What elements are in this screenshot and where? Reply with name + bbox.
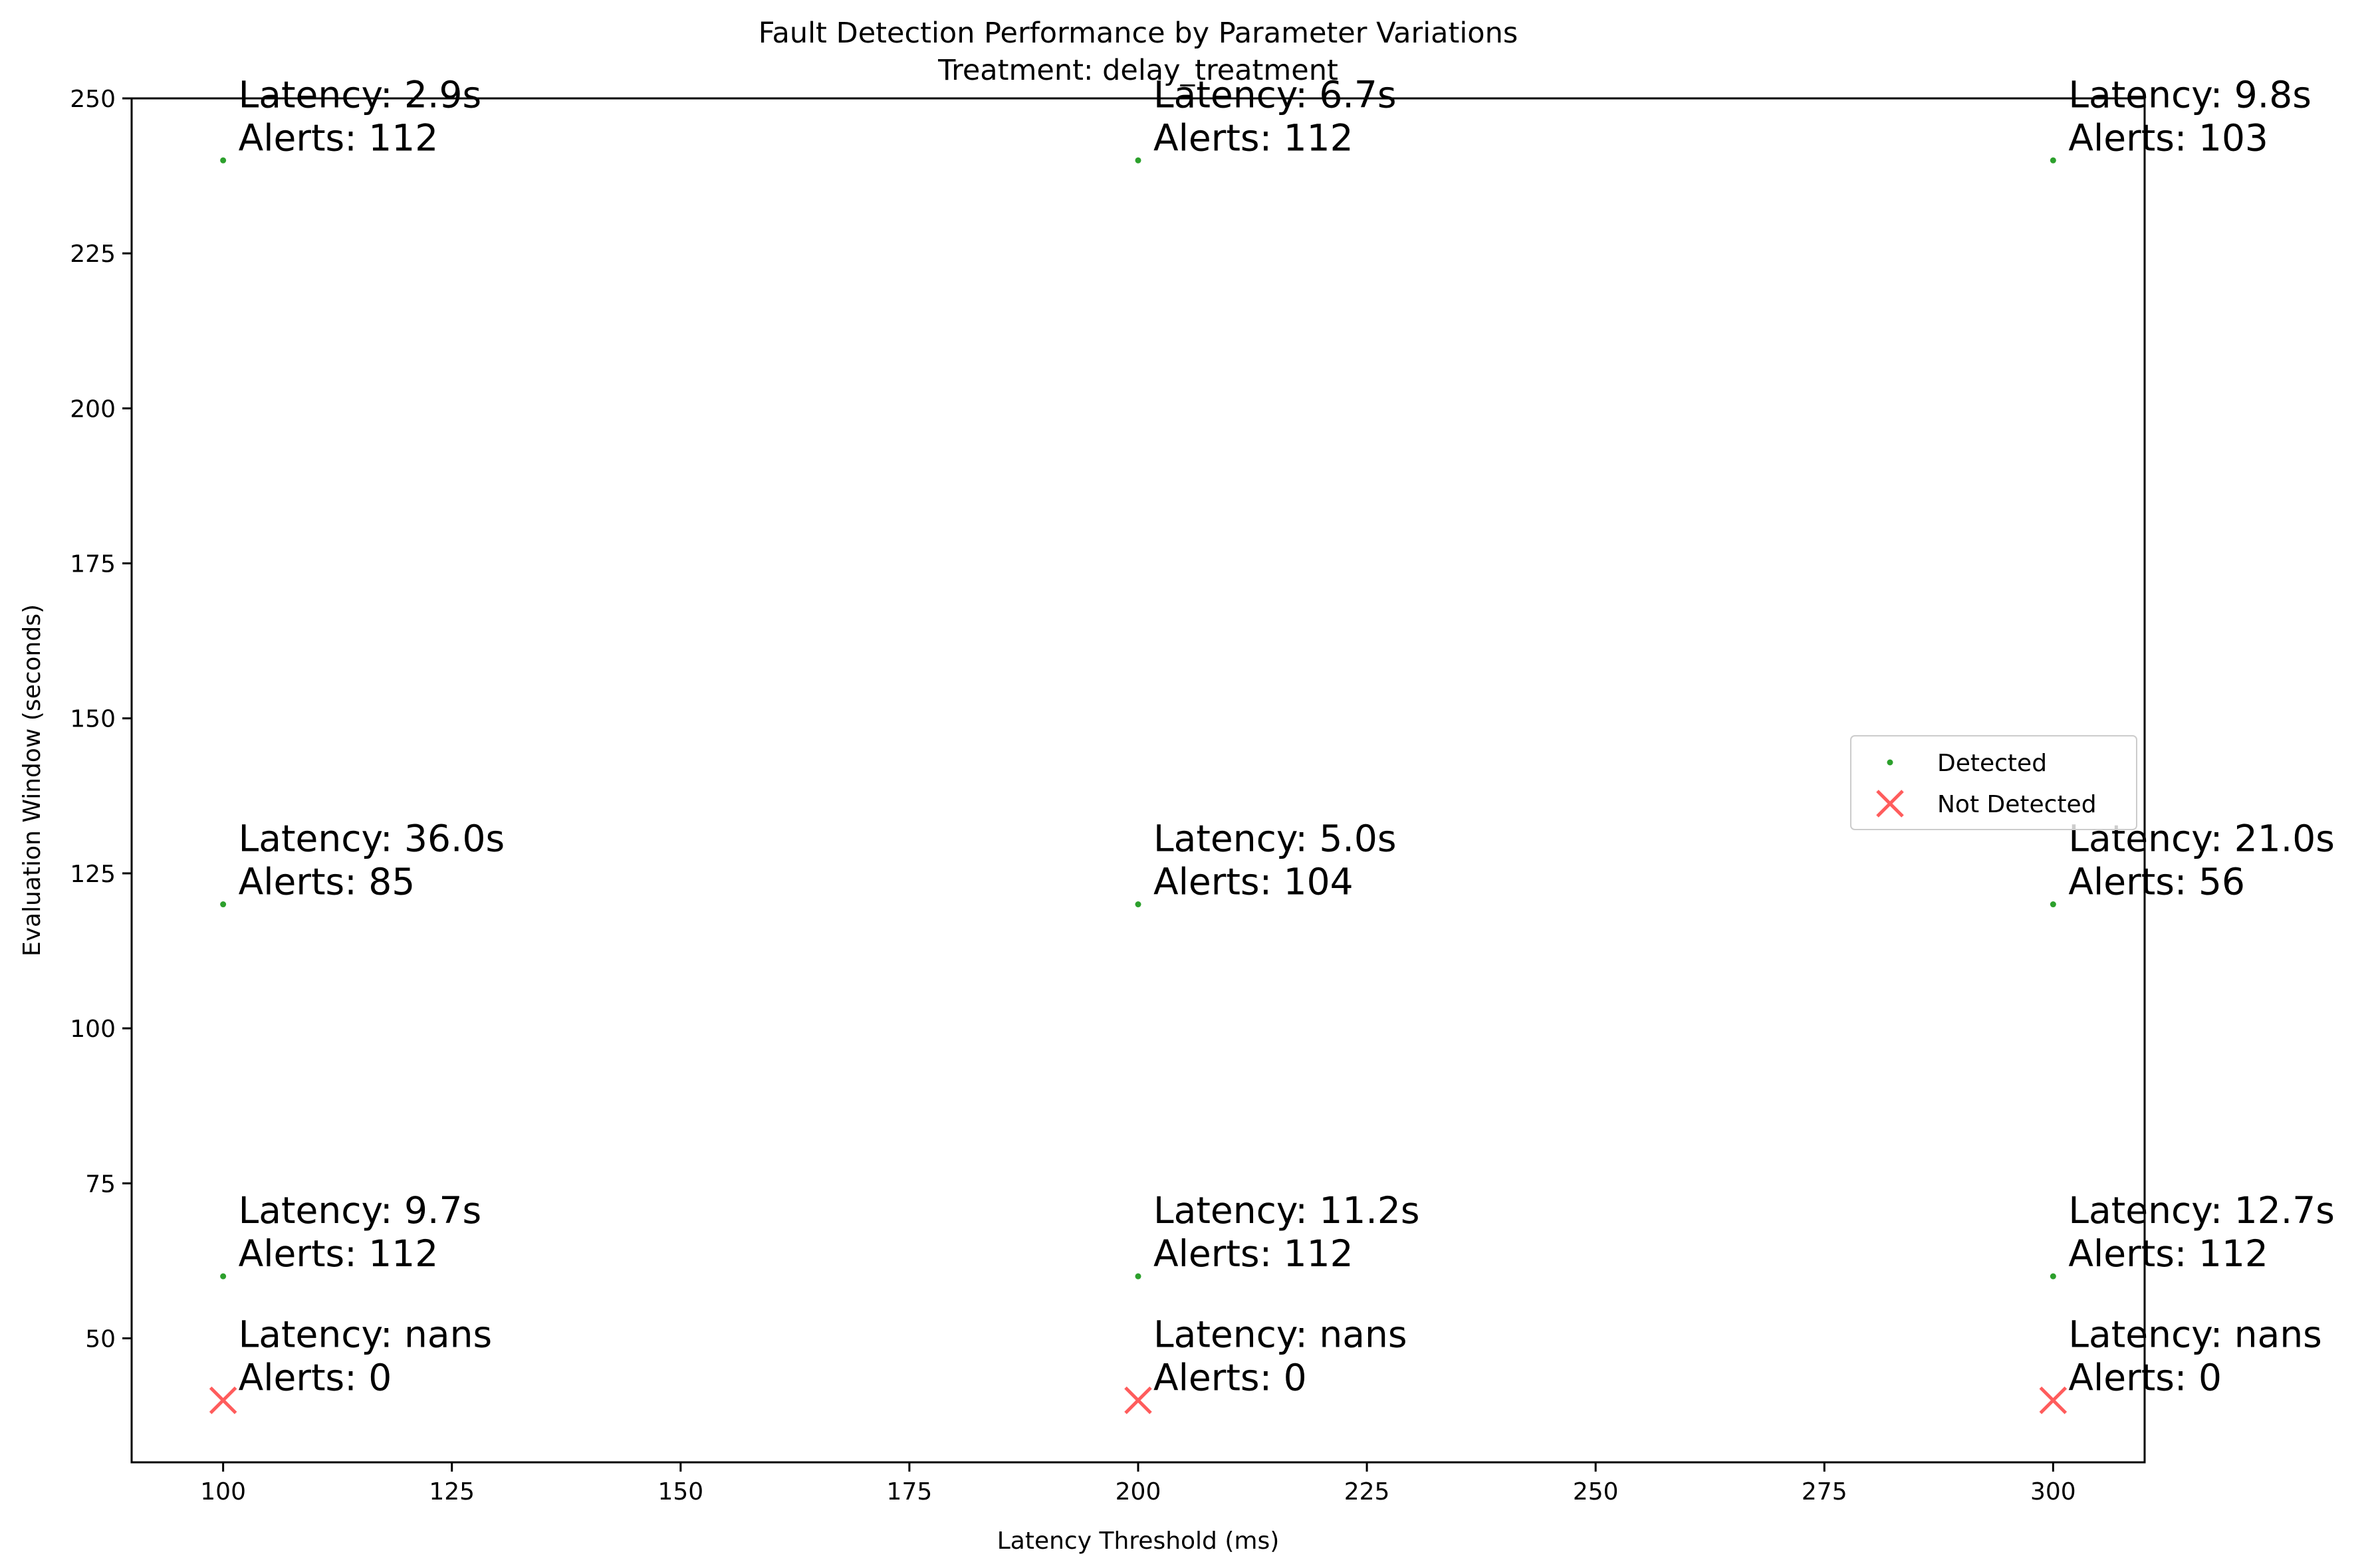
point-alerts-label: Alerts: 104 <box>1153 861 1354 903</box>
y-axis-label: Evaluation Window (seconds) <box>19 604 46 956</box>
point-alerts-label: Alerts: 56 <box>2068 861 2245 903</box>
y-tick-label: 250 <box>70 86 116 113</box>
x-axis-label: Latency Threshold (ms) <box>997 1527 1280 1555</box>
detected-point <box>220 1273 227 1280</box>
point-alerts-label: Alerts: 112 <box>1153 116 1354 159</box>
y-tick-label: 75 <box>85 1171 116 1198</box>
point-latency-label: Latency: 5.0s <box>1153 818 1397 860</box>
not-detected-point <box>2039 1386 2068 1414</box>
detected-point <box>2050 157 2056 164</box>
chart-title: Fault Detection Performance by Parameter… <box>759 17 1518 50</box>
x-tick-label: 150 <box>657 1478 703 1506</box>
point-alerts-label: Alerts: 103 <box>2068 116 2268 159</box>
point-latency-label: Latency: 12.7s <box>2068 1189 2335 1232</box>
y-tick-label: 175 <box>70 551 116 578</box>
legend: Detected Not Detected <box>1850 735 2137 830</box>
point-latency-label: Latency: 6.7s <box>1153 73 1397 116</box>
legend-detected-marker <box>1887 759 1893 766</box>
x-tick-label: 100 <box>200 1478 246 1506</box>
point-latency-label: Latency: 11.2s <box>1153 1189 1420 1232</box>
point-alerts-label: Alerts: 112 <box>2068 1232 2268 1275</box>
point-latency-label: Latency: nans <box>1153 1313 1407 1356</box>
x-tick-label: 125 <box>429 1478 475 1506</box>
y-tick-label: 125 <box>70 861 116 888</box>
point-latency-label: Latency: nans <box>2068 1313 2321 1356</box>
detected-point <box>1135 1273 1141 1280</box>
legend-box <box>1850 735 2137 830</box>
x-tick-label: 175 <box>887 1478 933 1506</box>
point-latency-label: Latency: 2.9s <box>239 73 482 116</box>
detected-point <box>220 157 227 164</box>
point-latency-label: Latency: nans <box>239 1313 492 1356</box>
point-alerts-label: Alerts: 112 <box>239 1232 439 1275</box>
chart-subtitle: Treatment: delay_treatment <box>937 54 1338 87</box>
y-tick-label: 50 <box>85 1325 116 1353</box>
not-detected-point <box>1124 1386 1152 1414</box>
detected-point <box>220 901 227 908</box>
legend-not-detected-marker <box>1876 790 1904 818</box>
y-tick-label: 150 <box>70 706 116 733</box>
legend-detected-label: Detected <box>1937 750 2047 777</box>
x-tick-label: 225 <box>1344 1478 1390 1506</box>
detected-point <box>1135 901 1141 908</box>
point-latency-label: Latency: 9.8s <box>2068 73 2311 116</box>
point-latency-label: Latency: 9.7s <box>239 1189 482 1232</box>
y-tick-label: 200 <box>70 395 116 423</box>
not-detected-point <box>209 1386 237 1414</box>
point-latency-label: Latency: 36.0s <box>239 818 505 860</box>
marks-layer <box>209 157 2068 1414</box>
x-tick-label: 300 <box>2030 1478 2076 1506</box>
x-tick-label: 275 <box>1802 1478 1847 1506</box>
y-axis-ticks: 50 75 100 125 150 175 200 225 250 <box>70 86 132 1353</box>
point-alerts-label: Alerts: 112 <box>239 116 439 159</box>
point-alerts-label: Alerts: 85 <box>239 861 415 903</box>
detected-point <box>2050 901 2056 908</box>
point-alerts-label: Alerts: 112 <box>1153 1232 1354 1275</box>
point-alerts-label: Alerts: 0 <box>239 1357 392 1399</box>
detected-point <box>2050 1273 2056 1280</box>
point-alerts-label: Alerts: 0 <box>1153 1357 1307 1399</box>
x-tick-label: 200 <box>1116 1478 1161 1506</box>
x-axis-ticks: 100 125 150 175 200 225 250 275 300 <box>200 1462 2076 1506</box>
legend-not-detected-label: Not Detected <box>1937 791 2097 818</box>
y-tick-label: 100 <box>70 1016 116 1043</box>
y-tick-label: 225 <box>70 241 116 268</box>
detected-point <box>1135 157 1141 164</box>
x-tick-label: 250 <box>1573 1478 1619 1506</box>
